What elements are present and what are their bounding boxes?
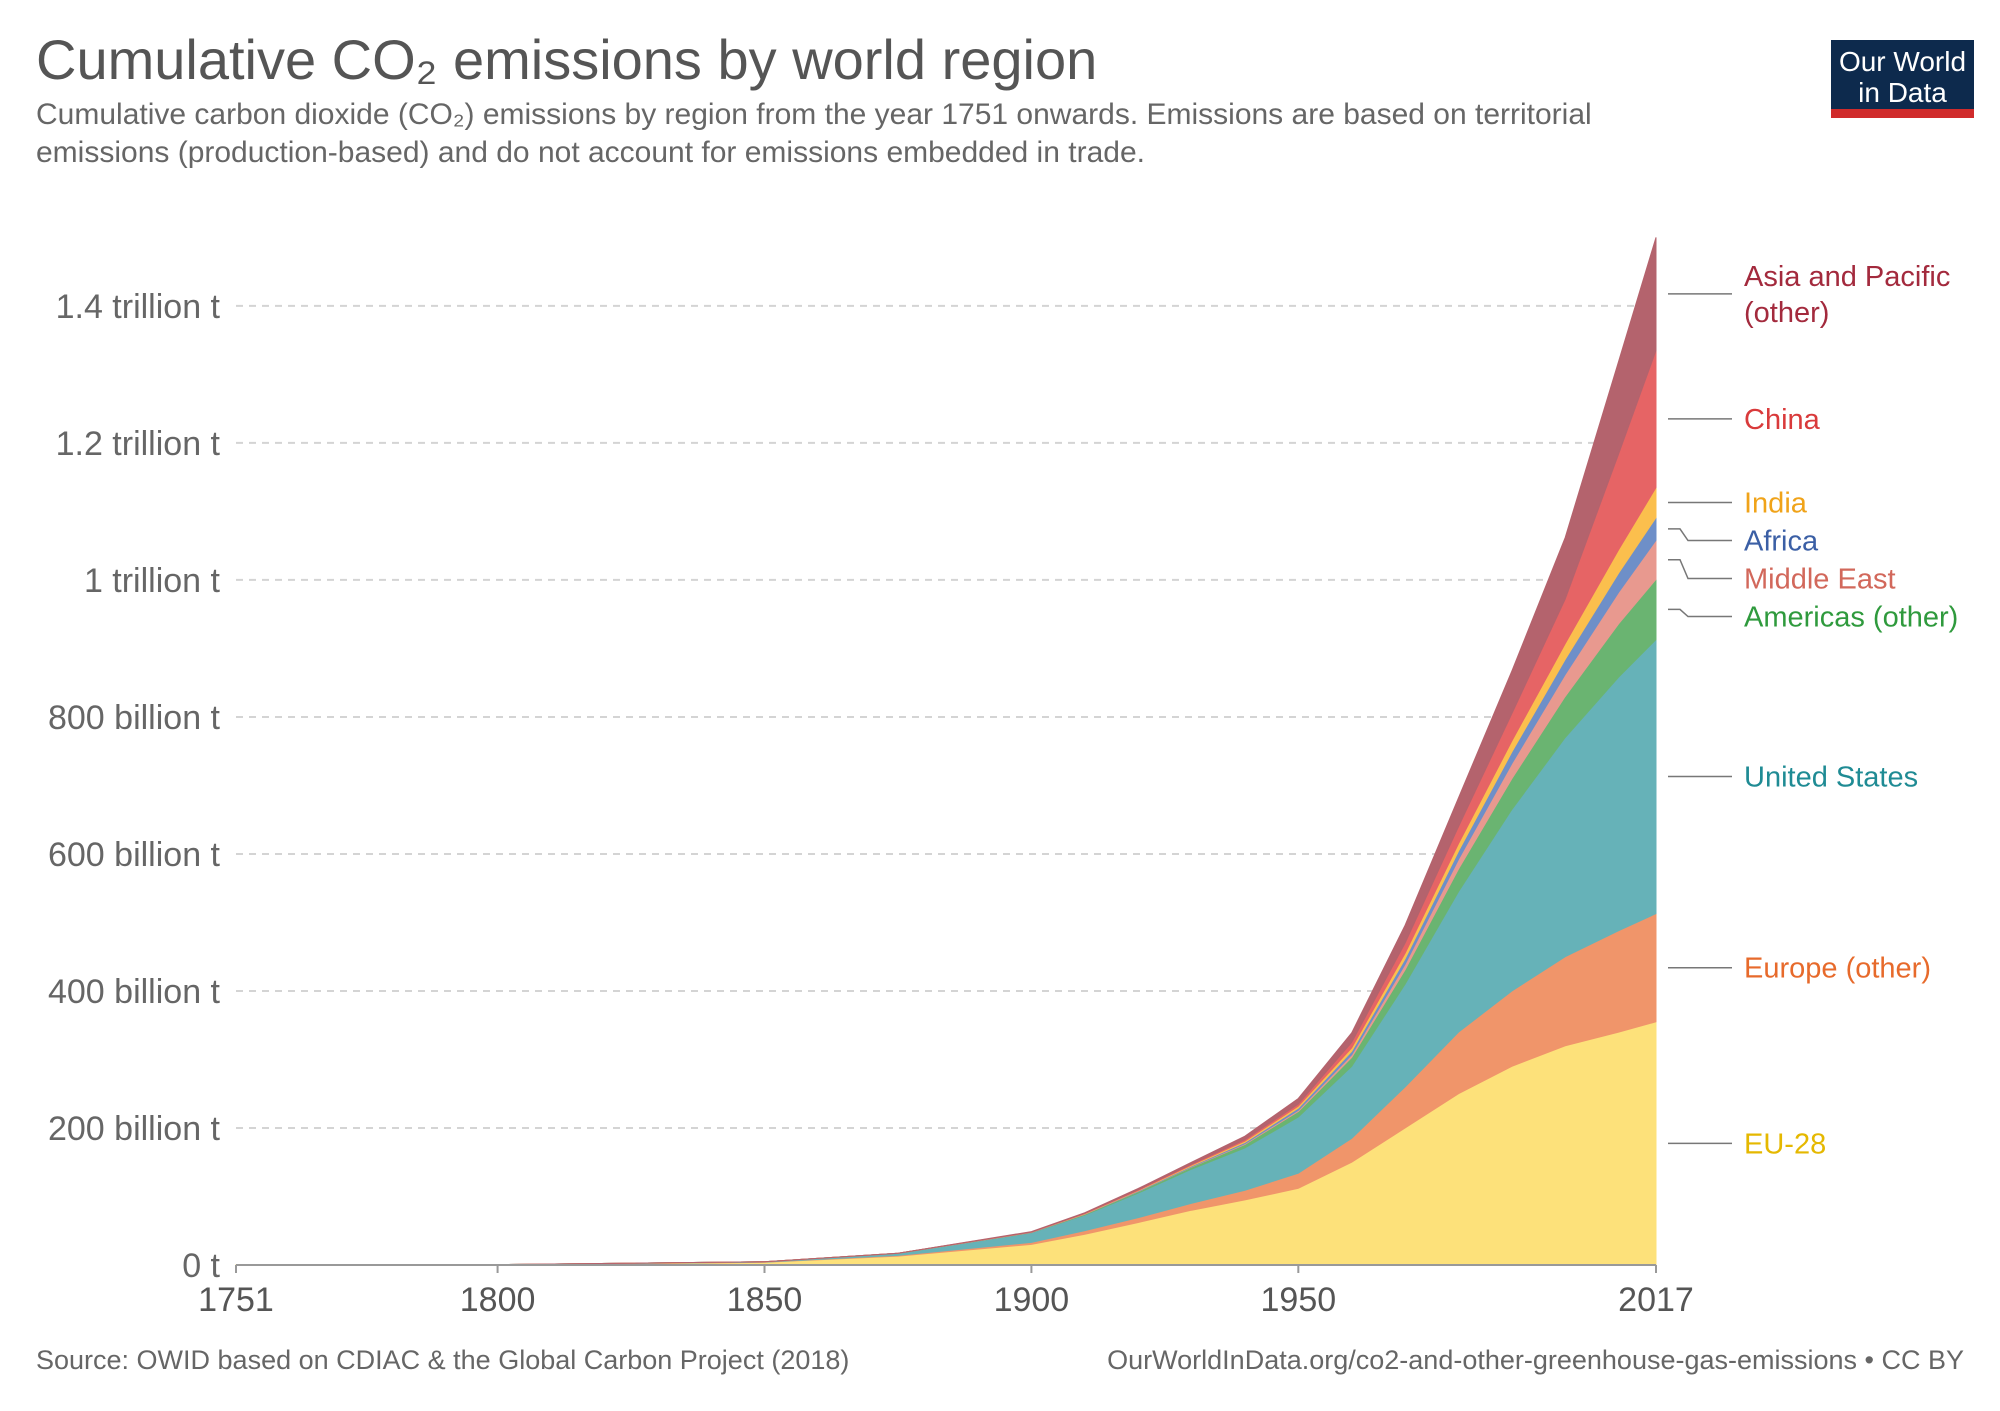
source-note: Source: OWID based on CDIAC & the Global… [36,1345,850,1375]
x-tick-label: 1900 [994,1281,1070,1319]
legend-label-india[interactable]: India [1744,488,1808,520]
chart-subtitle: Cumulative carbon dioxide (CO₂) emission… [36,98,1592,170]
y-tick-label: 400 billion t [48,973,221,1011]
axes: 0 t 200 billion t 400 billion t 600 billion… [48,288,1694,1319]
owid-logo[interactable]: Our World in Data [1831,40,1974,118]
area-asia-and-pacific-other[interactable] [235,237,1657,1266]
chart-title: Cumulative CO₂ emissions by world region [36,28,1098,91]
x-tick-label: 1850 [727,1281,803,1319]
y-tick-label: 1.4 trillion t [56,288,221,326]
legend-connector [1668,558,1732,580]
legend-label-europe-other[interactable]: Europe (other) [1744,953,1931,985]
y-tick-label: 1.2 trillion t [56,425,221,463]
logo-line-1: Our World [1838,46,1967,77]
url-note[interactable]: OurWorldInData.org/co2-and-other-greenho… [1107,1345,1964,1375]
x-tick-label: 1800 [460,1281,536,1319]
y-tick-label: 1 trillion t [84,562,221,600]
legend-connector [1668,528,1732,542]
y-tick-label: 200 billion t [48,1110,221,1148]
area-series [235,237,1657,1266]
legend-labels: Asia and Pacific (other) China India Africa M… [1668,261,1958,1160]
legend-label-china[interactable]: China [1744,404,1821,436]
x-tick-label: 1751 [198,1281,274,1319]
legend-label-asia-and-pacific-other[interactable]: (other) [1744,297,1829,329]
x-tick-label: 1950 [1261,1281,1337,1319]
legend-connector [1668,608,1732,618]
legend-label-africa[interactable]: Africa [1744,526,1819,558]
y-tick-label: 800 billion t [48,699,221,737]
legend-label-middle-east[interactable]: Middle East [1744,564,1896,596]
legend-label-eu-28[interactable]: EU-28 [1744,1128,1826,1160]
x-tick-label: 2017 [1618,1281,1694,1319]
logo-line-2: in Data [1858,77,1947,108]
y-tick-label: 600 billion t [48,836,221,874]
y-tick-label: 0 t [182,1247,220,1285]
legend-label-asia-and-pacific-other[interactable]: Asia and Pacific [1744,261,1950,293]
legend-label-united-states[interactable]: United States [1744,762,1918,794]
legend-label-americas-other[interactable]: Americas (other) [1744,602,1958,634]
